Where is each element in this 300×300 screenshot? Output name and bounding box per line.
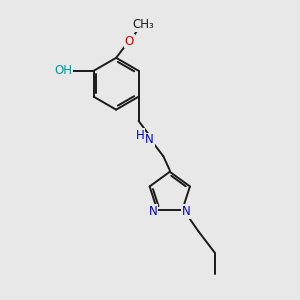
Text: N: N [145,134,154,146]
Text: H: H [135,129,144,142]
Text: OH: OH [55,64,73,77]
Text: O: O [124,34,134,48]
Text: N: N [182,205,191,218]
Text: N: N [149,205,158,218]
Text: CH₃: CH₃ [133,18,154,32]
